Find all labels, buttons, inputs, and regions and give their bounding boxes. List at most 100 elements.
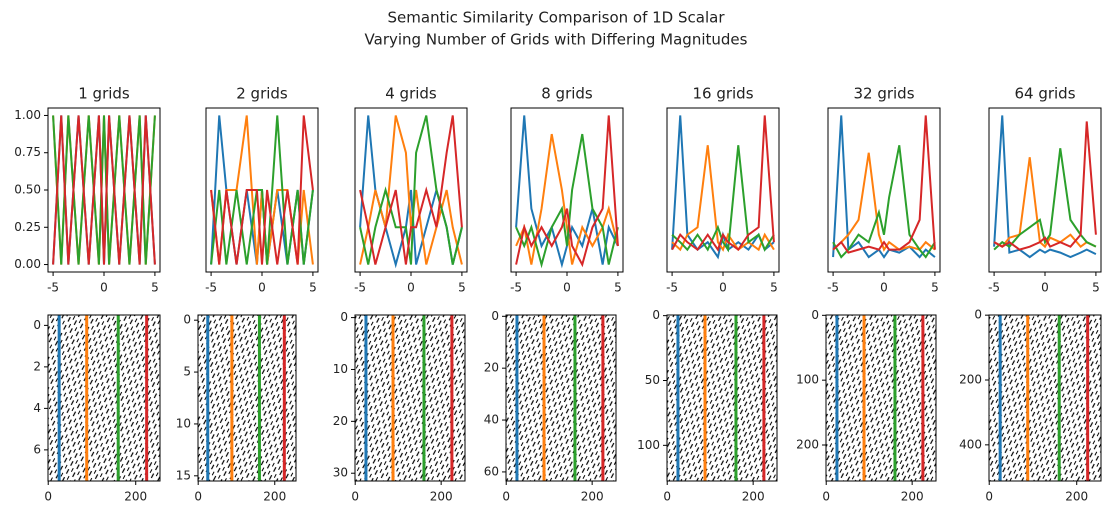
plot-area	[210, 115, 314, 265]
x-tick-label: 5	[1092, 281, 1100, 295]
x-tick-label: 0	[258, 281, 266, 295]
y-tick-label: 0	[491, 309, 499, 323]
x-tick-label: 200	[124, 490, 147, 504]
plot-area	[989, 315, 1101, 481]
y-tick-label: 0	[183, 313, 191, 327]
axes-title: 64 grids	[1014, 85, 1075, 103]
axes-title: 1 grids	[78, 85, 130, 103]
y-tick-label: 4	[33, 401, 41, 415]
image-texture	[667, 315, 777, 481]
y-tick-label: 20	[484, 361, 499, 375]
line-series	[52, 115, 156, 265]
image-texture	[198, 315, 296, 481]
line-series	[832, 145, 936, 259]
y-tick-label: 15	[176, 468, 191, 482]
axes-title: 2 grids	[236, 85, 288, 103]
figure-subtitle: Varying Number of Grids with Differing M…	[365, 31, 748, 49]
axes-frame	[47, 314, 161, 482]
line-series	[671, 145, 775, 253]
y-tick-label: 5	[183, 365, 191, 379]
image-texture	[826, 315, 936, 481]
x-tick-label: 0	[1041, 281, 1049, 295]
x-tick-label: -5	[827, 281, 839, 295]
x-tick-label: 0	[351, 490, 359, 504]
y-tick-label: 200	[959, 373, 982, 387]
plot-area	[355, 315, 465, 481]
x-tick-label: 200	[581, 490, 604, 504]
y-tick-label: 400	[959, 437, 982, 451]
x-tick-label: 0	[44, 490, 52, 504]
x-tick-label: 0	[663, 490, 671, 504]
plot-area	[359, 115, 463, 269]
x-tick-label: 5	[614, 281, 622, 295]
axes-title: 16 grids	[692, 85, 753, 103]
x-tick-label: -5	[205, 281, 217, 295]
x-tick-label: 5	[931, 281, 939, 295]
image-texture	[989, 315, 1101, 481]
line-series	[52, 115, 156, 265]
x-tick-label: -5	[47, 281, 59, 295]
line-series	[671, 145, 775, 252]
line-series	[671, 115, 775, 252]
y-tick-label: 100	[637, 438, 660, 452]
line-series	[993, 121, 1097, 251]
axes-frame	[666, 314, 778, 482]
x-tick-label: 0	[407, 281, 415, 295]
axes-title: 32 grids	[853, 85, 914, 103]
line-series	[359, 115, 463, 265]
plot-area	[993, 115, 1097, 259]
line-series	[359, 115, 463, 265]
image-texture	[48, 315, 160, 481]
y-tick-label: 0.25	[14, 220, 41, 234]
y-tick-label: 0	[340, 310, 348, 324]
plot-area	[506, 315, 616, 481]
axes-title: 8 grids	[541, 85, 593, 103]
x-tick-label: 0	[822, 490, 830, 504]
line-series	[832, 115, 936, 254]
image-texture	[355, 315, 465, 481]
y-tick-label: 200	[796, 438, 819, 452]
y-tick-label: 0.75	[14, 145, 41, 159]
y-tick-label: 6	[33, 442, 41, 456]
y-tick-label: 0	[652, 308, 660, 322]
y-tick-label: 30	[333, 466, 348, 480]
line-series	[993, 115, 1097, 259]
x-tick-label: 0	[985, 490, 993, 504]
x-tick-label: 0	[563, 281, 571, 295]
y-tick-label: 10	[333, 362, 348, 376]
line-series	[515, 133, 619, 269]
x-tick-label: 5	[151, 281, 159, 295]
x-tick-label: 200	[1065, 490, 1088, 504]
x-tick-label: -5	[354, 281, 366, 295]
figure-title: Semantic Similarity Comparison of 1D Sca…	[388, 9, 726, 27]
x-tick-label: 0	[194, 490, 202, 504]
plot-area	[48, 315, 160, 481]
x-tick-label: 200	[742, 490, 765, 504]
line-series	[832, 152, 936, 252]
y-tick-label: 2	[33, 359, 41, 373]
y-tick-label: 20	[333, 414, 348, 428]
y-tick-label: 1.00	[14, 108, 41, 122]
axes-frame	[505, 314, 617, 482]
plot-area	[826, 315, 936, 481]
y-tick-label: 0.00	[14, 257, 41, 271]
x-tick-label: 5	[309, 281, 317, 295]
x-tick-label: 200	[430, 490, 453, 504]
x-tick-label: 5	[458, 281, 466, 295]
y-tick-label: 0	[974, 308, 982, 322]
y-tick-label: 40	[484, 413, 499, 427]
x-tick-label: -5	[988, 281, 1000, 295]
plot-area	[832, 115, 936, 259]
y-tick-label: 0	[33, 318, 41, 332]
axes-frame	[988, 314, 1102, 482]
x-tick-label: 0	[880, 281, 888, 295]
y-tick-label: 10	[176, 416, 191, 430]
x-tick-label: 0	[719, 281, 727, 295]
x-tick-label: 5	[770, 281, 778, 295]
axes-frame	[354, 314, 466, 482]
y-tick-label: 100	[796, 373, 819, 387]
x-tick-label: 200	[263, 490, 286, 504]
axes-frame	[197, 314, 297, 482]
